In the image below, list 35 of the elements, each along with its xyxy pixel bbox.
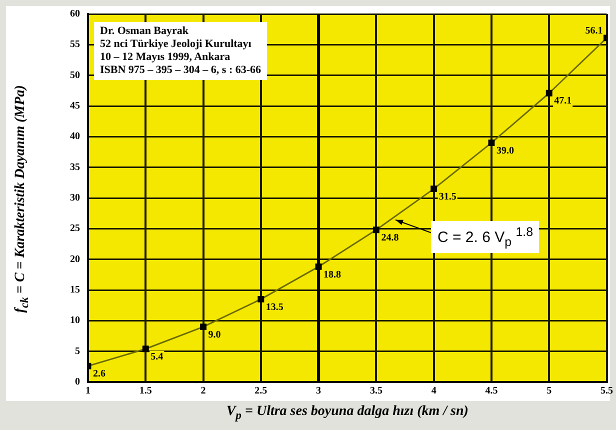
y-tick-label: 25 — [70, 223, 80, 234]
y-tick-label: 40 — [70, 131, 80, 142]
x-tick-label: 3.5 — [370, 386, 382, 397]
x-tick-label: 2 — [200, 386, 206, 397]
data-label: 47.1 — [554, 96, 572, 107]
y-tick-label: 30 — [70, 192, 80, 204]
y-tick-label: 50 — [70, 70, 80, 81]
data-label: 5.4 — [150, 351, 164, 362]
x-tick-label: 4.5 — [485, 386, 498, 397]
data-label: 56.1 — [585, 26, 603, 36]
data-label: 24.8 — [381, 232, 399, 244]
x-axis-title: V$_{p}$ = Ultra ses boyuna dalga hızı (km / sn) — [225, 404, 470, 422]
x-tick-label: 3 — [316, 386, 322, 397]
y-tick-label: 60 — [70, 8, 80, 20]
data-label: 31.5 — [438, 191, 456, 202]
x-tick-label: 5.5 — [600, 386, 613, 397]
y-tick-label: 5 — [75, 346, 80, 357]
x-tick-label: 5 — [546, 386, 552, 397]
x-tick-label: 4 — [431, 386, 436, 397]
data-label: 9.0 — [208, 329, 221, 340]
x-tick-label: 1 — [86, 386, 90, 397]
data-label: 2.6 — [93, 368, 106, 380]
x-tick-label: 2.5 — [254, 386, 268, 397]
y-tick-label: 20 — [70, 254, 80, 265]
y-tick-label: 10 — [70, 315, 80, 326]
y-tick-label: 35 — [70, 162, 80, 173]
data-label: 13.5 — [266, 302, 284, 313]
annotation: Dr. Osman Bayrak 52 nci Türkiye Jeoloji Kurultayı 10 – 12 Mayıs 1999, Ankara ISBN 975 – 395 – 304 – 6, s : 63-66 — [94, 22, 268, 80]
y-tick-label: 0 — [75, 376, 80, 388]
x-tick-label: 1.5 — [139, 386, 152, 397]
data-label: 39.0 — [496, 145, 514, 156]
y-tick-label: 55 — [70, 39, 80, 50]
y-tick-label: 45 — [70, 100, 80, 112]
data-label: 18.8 — [324, 269, 342, 280]
y-tick-label: 15 — [70, 284, 80, 296]
